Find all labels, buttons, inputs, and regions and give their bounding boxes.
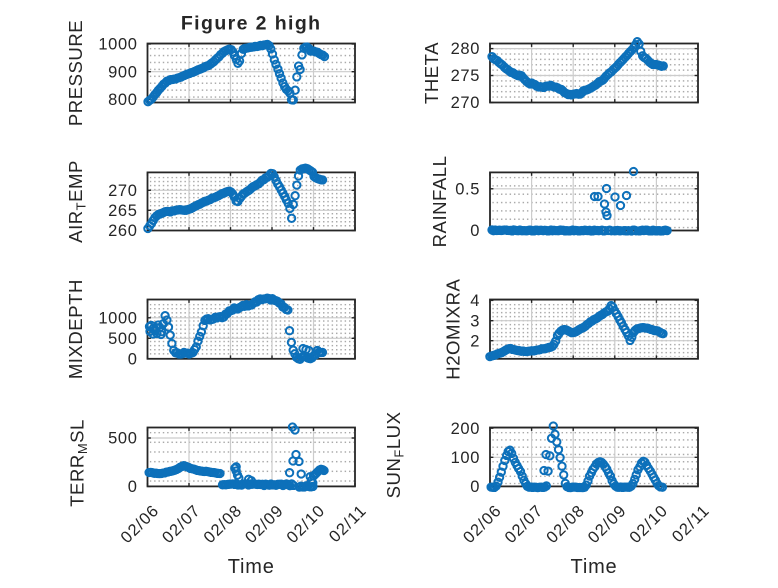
svg-text:500: 500 xyxy=(108,430,137,448)
svg-text:H2OMIXRA: H2OMIXRA xyxy=(443,278,464,379)
svg-text:0: 0 xyxy=(128,478,138,496)
svg-text:280: 280 xyxy=(451,40,480,58)
svg-text:260: 260 xyxy=(108,222,137,240)
svg-text:MIXDEPTH: MIXDEPTH xyxy=(65,279,86,379)
svg-text:0: 0 xyxy=(470,222,480,240)
svg-text:265: 265 xyxy=(108,202,137,220)
svg-text:THETA: THETA xyxy=(421,42,442,104)
svg-text:900: 900 xyxy=(108,63,137,81)
svg-text:RAINFALL: RAINFALL xyxy=(429,156,450,248)
svg-text:1000: 1000 xyxy=(98,309,137,327)
svg-text:Time: Time xyxy=(228,556,275,578)
svg-text:0: 0 xyxy=(128,350,138,368)
svg-text:4: 4 xyxy=(470,292,480,310)
svg-text:0.5: 0.5 xyxy=(455,180,480,198)
svg-text:270: 270 xyxy=(451,94,480,112)
svg-text:Time: Time xyxy=(571,556,618,578)
svg-text:275: 275 xyxy=(451,67,480,85)
svg-text:TERRMSL: TERRMSL xyxy=(67,419,91,507)
svg-text:PRESSURE: PRESSURE xyxy=(65,20,86,126)
svg-text:0: 0 xyxy=(470,478,480,496)
svg-text:500: 500 xyxy=(108,330,137,348)
svg-text:3: 3 xyxy=(470,312,480,330)
svg-text:AIRTEMP: AIRTEMP xyxy=(65,160,89,243)
svg-text:Figure 2 high: Figure 2 high xyxy=(181,13,322,35)
svg-text:800: 800 xyxy=(108,91,137,109)
svg-text:200: 200 xyxy=(451,420,480,438)
svg-text:1000: 1000 xyxy=(98,36,137,54)
svg-text:2: 2 xyxy=(470,332,480,350)
svg-text:SUNFLUX: SUNFLUX xyxy=(383,411,407,498)
svg-text:100: 100 xyxy=(451,449,480,467)
svg-text:270: 270 xyxy=(108,182,137,200)
